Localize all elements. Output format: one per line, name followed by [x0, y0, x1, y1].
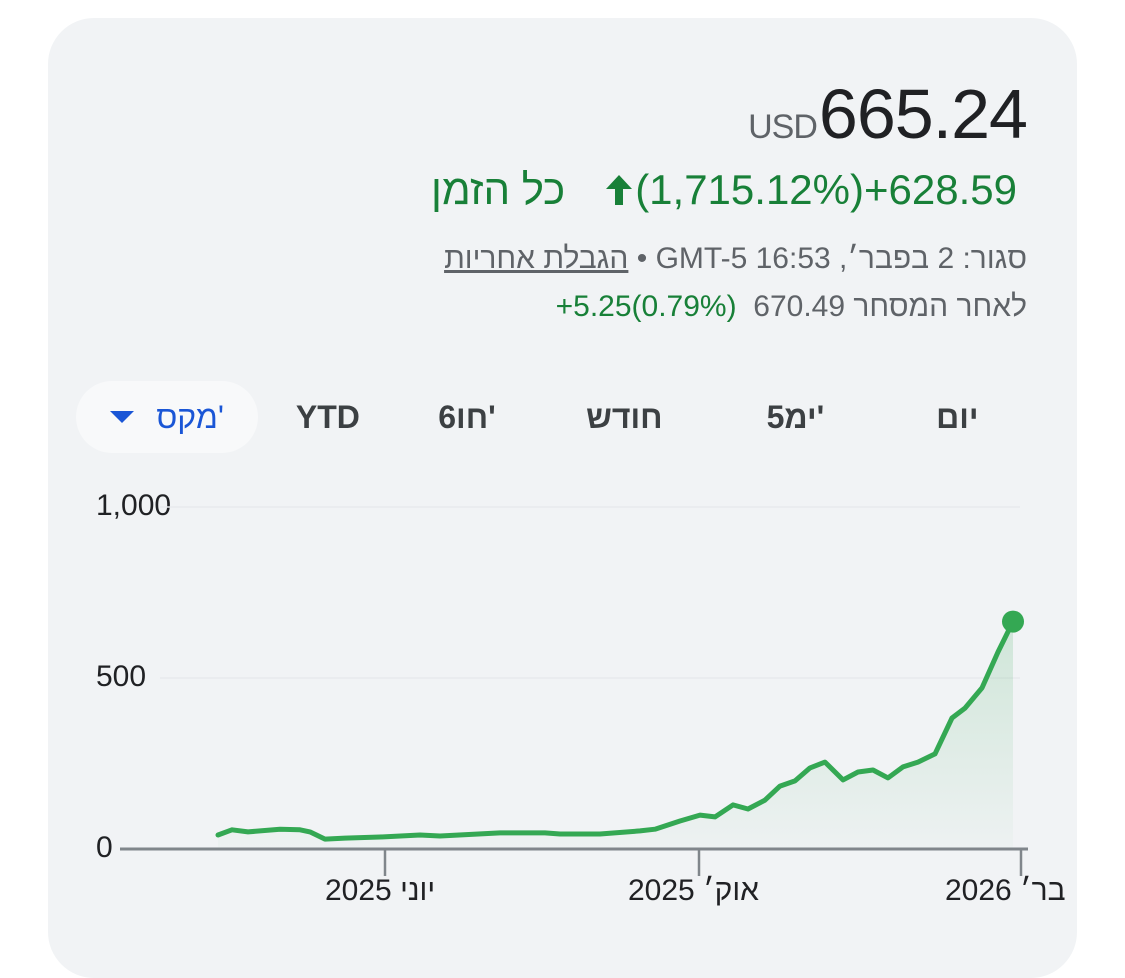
after-hours-change: +5.25(0.79%) — [555, 290, 737, 323]
current-price: 665.24 — [818, 75, 1028, 153]
close-status-row: סגור: 2 בפבר׳, 16:53 GMT-5 • הגבלת אחריו… — [444, 242, 1027, 276]
price-row: USD 665.24 — [748, 75, 1028, 153]
separator: • — [636, 242, 648, 275]
tab-max-dropdown[interactable]: מקס' — [76, 381, 259, 453]
tab-6-months[interactable]: 6חו' — [397, 381, 536, 453]
tab-label: מקס' — [156, 398, 224, 435]
tab-day[interactable]: יום — [879, 381, 1036, 453]
tab-label: יום — [936, 398, 979, 435]
time-range-tabs: יום 5ימ' חודש 6חו' YTD מקס' — [76, 381, 1036, 453]
x-tick-label-jun-2025: יוני 2025 — [325, 874, 436, 907]
tab-label: 6חו' — [438, 398, 496, 435]
after-hours-label: לאחר המסחר — [853, 290, 1027, 323]
change-row: כל הזמן (1,715.12%) +628.59 — [431, 166, 1017, 214]
close-status: סגור: 2 בפבר׳, 16:53 GMT-5 — [655, 242, 1027, 275]
y-tick-500: 500 — [96, 660, 147, 693]
tab-label: 5ימ' — [766, 398, 825, 435]
arrow-up-icon — [606, 175, 633, 205]
x-tick-label-oct-2025: אוק׳ 2025 — [628, 874, 759, 907]
tab-ytd[interactable]: YTD — [258, 381, 397, 453]
y-tick-0: 0 — [96, 831, 113, 864]
period-label: כל הזמן — [430, 166, 566, 213]
stock-quote-card — [48, 18, 1077, 978]
change-percent: (1,715.12%) — [635, 166, 864, 213]
currency-label: USD — [748, 108, 818, 146]
disclaimer-link[interactable]: הגבלת אחריות — [444, 242, 629, 275]
after-hours-price: 670.49 — [753, 290, 846, 323]
x-tick-label-feb-2026: בר׳ 2026 — [945, 874, 1066, 907]
change-value: +628.59 — [864, 166, 1017, 213]
after-hours-row: לאחר המסחר 670.49 +5.25(0.79%) — [556, 290, 1027, 324]
tab-label: חודש — [586, 398, 663, 435]
y-tick-1000: 1,000 — [96, 489, 172, 522]
tab-5-days[interactable]: 5ימ' — [712, 381, 878, 453]
caret-down-icon — [110, 411, 135, 423]
tab-month[interactable]: חודש — [537, 381, 713, 453]
tab-label: YTD — [295, 398, 360, 435]
